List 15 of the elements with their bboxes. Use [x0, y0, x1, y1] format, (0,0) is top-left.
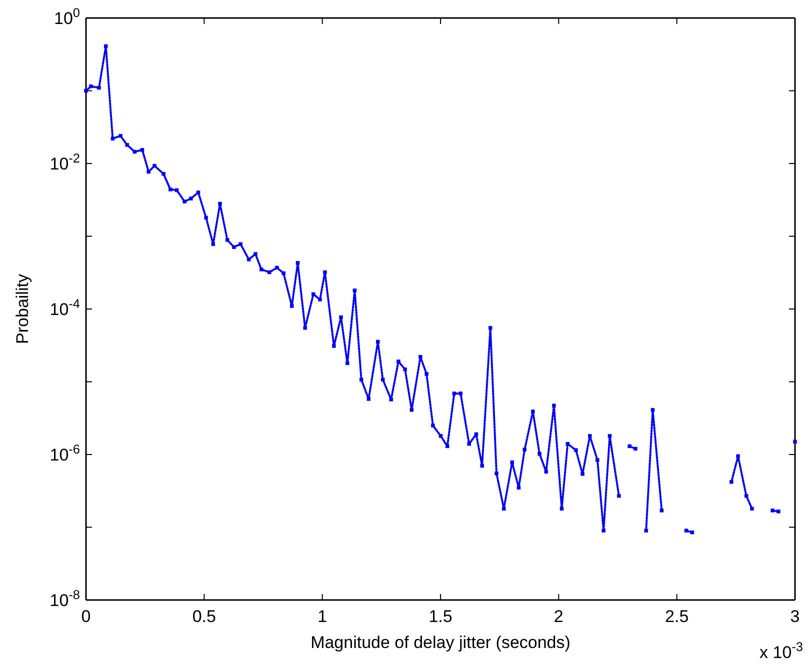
- x-tick-label: 1.5: [428, 607, 452, 626]
- x-tick-label: 2.5: [665, 607, 689, 626]
- y-tick-label: 10$^{-4}$: [50, 295, 80, 319]
- y-tick-label: 10$^{0}$: [54, 4, 80, 28]
- y-tick-label: 10$^{-8}$: [50, 586, 80, 610]
- x-tick-label: 0.5: [192, 607, 216, 626]
- x-tick-label: 1: [318, 607, 328, 626]
- text: x 10$^{-3}$: [760, 638, 803, 662]
- x-tick-label: 2: [554, 607, 564, 626]
- y-tick-label: 10$^{-2}$: [50, 150, 80, 174]
- x-axis-title: Magnitude of delay jitter (seconds): [310, 633, 570, 652]
- y-axis-title: Probaility: [13, 274, 32, 344]
- x-tick-label: 0: [81, 607, 91, 626]
- y-tick-label: 10$^{-6}$: [50, 440, 80, 464]
- x-tick-label: 3: [790, 607, 800, 626]
